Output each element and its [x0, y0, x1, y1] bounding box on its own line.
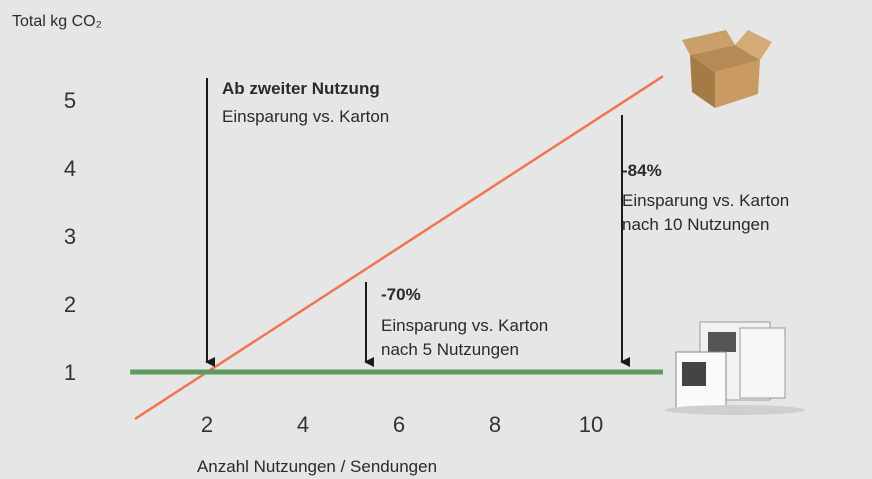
annotation-title: -70% [381, 285, 421, 304]
x-tick-label: 2 [201, 412, 213, 437]
annotation-text: Einsparung vs. Karton [222, 107, 389, 126]
data-line [135, 76, 663, 419]
x-axis-label: Anzahl Nutzungen / Sendungen [197, 457, 437, 476]
y-tick-label: 1 [64, 360, 76, 385]
annotation-title: -84% [622, 161, 662, 180]
y-axis-label: Total kg CO₂ [12, 13, 102, 30]
annotation: Ab zweiter Nutzung Einsparung vs. Karton [222, 79, 389, 126]
y-tick-label: 2 [64, 292, 76, 317]
annotation-text: nach 5 Nutzungen [381, 340, 519, 359]
annotation-text: Einsparung vs. Karton [622, 191, 789, 210]
annotation: -84% Einsparung vs. Karton nach 10 Nutzu… [622, 161, 789, 234]
y-tick-label: 3 [64, 224, 76, 249]
y-tick-label: 5 [64, 88, 76, 113]
x-tick-label: 4 [297, 412, 309, 437]
chart: Total kg CO₂ Anzahl Nutzungen / Sendunge… [0, 0, 872, 479]
annotation-text: Einsparung vs. Karton [381, 316, 548, 335]
annotation-text: nach 10 Nutzungen [622, 215, 769, 234]
annotation-title: Ab zweiter Nutzung [222, 79, 380, 98]
x-tick-label: 8 [489, 412, 501, 437]
x-tick-label: 10 [579, 412, 603, 437]
x-tick-label: 6 [393, 412, 405, 437]
box-icon [682, 30, 772, 108]
y-tick-label: 4 [64, 156, 76, 181]
annotation: -70% Einsparung vs. Karton nach 5 Nutzun… [381, 285, 548, 359]
device-icon [665, 322, 805, 415]
